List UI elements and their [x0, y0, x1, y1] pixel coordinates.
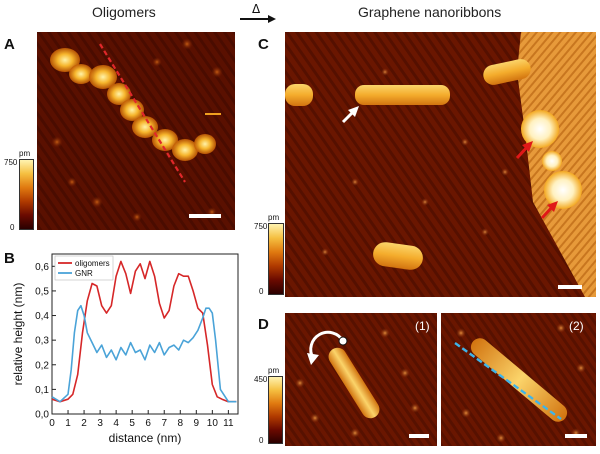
panel-d1-adsorbate-dots [295, 328, 420, 438]
panel-a-adsorbate-dots [51, 38, 223, 222]
panel-c-white-arrow-icon [341, 106, 359, 124]
y-tick-label: 0,4 [35, 311, 49, 322]
panel-c-red-arrow-lower-icon [540, 201, 558, 220]
y-tick-label: 0,0 [35, 410, 49, 421]
panel-d-colorbar-unit: pm [268, 366, 280, 375]
graphene-nanoribbons-title: Graphene nanoribbons [358, 4, 502, 20]
panel-d1-image-canvas [285, 313, 437, 446]
x-tick-label: 7 [161, 418, 167, 429]
panel-a-image-canvas [37, 32, 235, 230]
y-tick-label: 0,2 [35, 360, 49, 371]
panel-c-gnr-main [355, 85, 450, 105]
panel-d2-gnr [470, 338, 568, 422]
panel-d1-sublabel: (1) [415, 319, 430, 333]
panel-d1-scale-bar [409, 434, 429, 438]
panel-a-label: A [4, 36, 15, 53]
panel-c-colorbar-min: 0 [259, 287, 264, 296]
x-tick-label: 4 [113, 418, 119, 429]
panel-c-colorbar-max: 750 [254, 222, 268, 231]
panel-b-label: B [4, 250, 15, 267]
panel-d-colorbar [268, 376, 283, 444]
panel-c-gnr-left [285, 84, 313, 106]
heating-symbol: Δ [252, 2, 261, 16]
panel-d-colorbar-max: 450 [254, 375, 268, 384]
panel-c-colorbar [268, 223, 284, 295]
panel-d2-image-canvas [441, 313, 596, 446]
panel-a-profile-line [99, 43, 186, 183]
y-tick-label: 0,1 [35, 385, 49, 396]
panel-c-image-canvas [285, 32, 596, 297]
series-line-gnr [51, 304, 237, 403]
oligomers-title: Oligomers [92, 4, 156, 20]
panel-d2-scale-bar [565, 434, 587, 438]
panel-c-cluster-upper [521, 110, 559, 148]
series-line-oligomers [51, 260, 237, 403]
x-axis-title: distance (nm) [109, 431, 182, 445]
panel-a-colorbar [19, 159, 34, 230]
heating-arrow-icon [240, 15, 276, 23]
panel-d1-stm-image: (1) [285, 313, 437, 446]
panel-c-colorbar-unit: pm [268, 213, 280, 222]
panel-a-oligomer-chain [50, 48, 216, 161]
panel-a-stm-image [37, 32, 235, 230]
panel-c-gnr-bottom [373, 242, 423, 270]
y-tick-label: 0,5 [35, 286, 49, 297]
x-tick-label: 8 [177, 418, 183, 429]
panel-d2-stm-image: (2) [441, 313, 596, 446]
panel-c-stm-image [285, 32, 596, 297]
panel-a-colorbar-min: 0 [10, 223, 15, 232]
legend-label-gnr: GNR [75, 269, 93, 278]
panel-b-height-profile-chart: 0 1 2 3 4 5 6 7 8 9 10 11 0,0 0,1 0,2 0,3 0,4 0,5 0,6 dista… [11, 253, 239, 445]
x-tick-label: 5 [129, 418, 135, 429]
panel-a-scale-bar [189, 214, 221, 218]
panel-c-gnr-top [483, 59, 531, 85]
x-tick-label: 0 [49, 418, 55, 429]
x-tick-label: 3 [97, 418, 103, 429]
x-tick-label: 1 [65, 418, 71, 429]
x-tick-label: 10 [207, 418, 219, 429]
panel-a-colorbar-unit: pm [19, 149, 31, 158]
panel-c-red-arrow-upper-icon [515, 141, 533, 160]
panel-a-colorbar-max: 750 [4, 158, 18, 167]
chart-legend [54, 255, 114, 281]
panel-c-cluster-lower [544, 171, 582, 209]
y-tick-label: 0,3 [35, 336, 49, 347]
panel-d-label: D [258, 316, 269, 333]
x-tick-label: 2 [81, 418, 87, 429]
panel-c-scale-bar [558, 285, 582, 289]
x-tick-label: 9 [194, 418, 200, 429]
x-tick-label: 11 [223, 418, 234, 429]
panel-d1-rotation-arrow-icon [307, 330, 348, 365]
legend-label-oligomers: oligomers [75, 259, 110, 268]
y-tick-label: 0,6 [35, 262, 49, 273]
panel-d2-profile-line [454, 342, 562, 420]
chart-plot-frame [51, 253, 239, 415]
y-axis-title: relative height (nm) [11, 283, 25, 386]
panel-d-colorbar-min: 0 [259, 436, 264, 445]
panel-c-cluster-mid [542, 151, 562, 171]
x-tick-label: 6 [145, 418, 151, 429]
panel-d2-sublabel: (2) [569, 319, 584, 333]
panel-d1-gnr [328, 347, 380, 419]
panel-c-label: C [258, 36, 269, 53]
